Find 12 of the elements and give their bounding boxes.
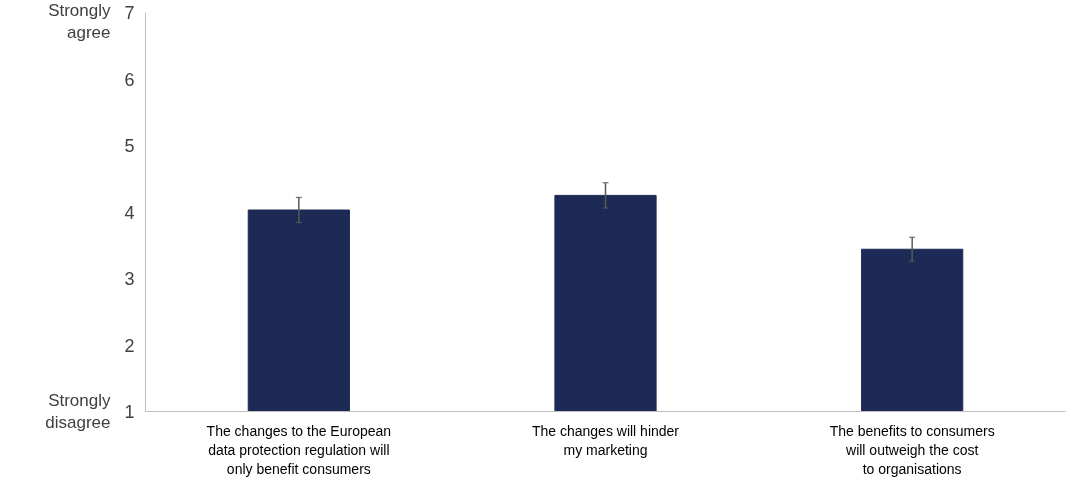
y-tick-label: 5	[124, 136, 135, 156]
x-tick-label: The benefits to consumers will outweigh the cost to organisations	[829, 422, 995, 477]
y-tick-label: 4	[124, 202, 135, 223]
y-tick-label: 2	[124, 335, 135, 356]
y-tick-label: 7	[124, 3, 135, 23]
y-tick-label: 1	[124, 402, 135, 422]
x-tick-label: The changes will hinder my marketing	[531, 422, 680, 458]
y-tick-label: 6	[124, 69, 135, 90]
y-tick-label: 3	[124, 269, 135, 289]
text: Strongly agree	[48, 0, 111, 43]
x-tick-label: The changes to the European data protection regulation will only benefit consumers	[206, 422, 392, 477]
text: Strongly disagree	[45, 390, 111, 433]
